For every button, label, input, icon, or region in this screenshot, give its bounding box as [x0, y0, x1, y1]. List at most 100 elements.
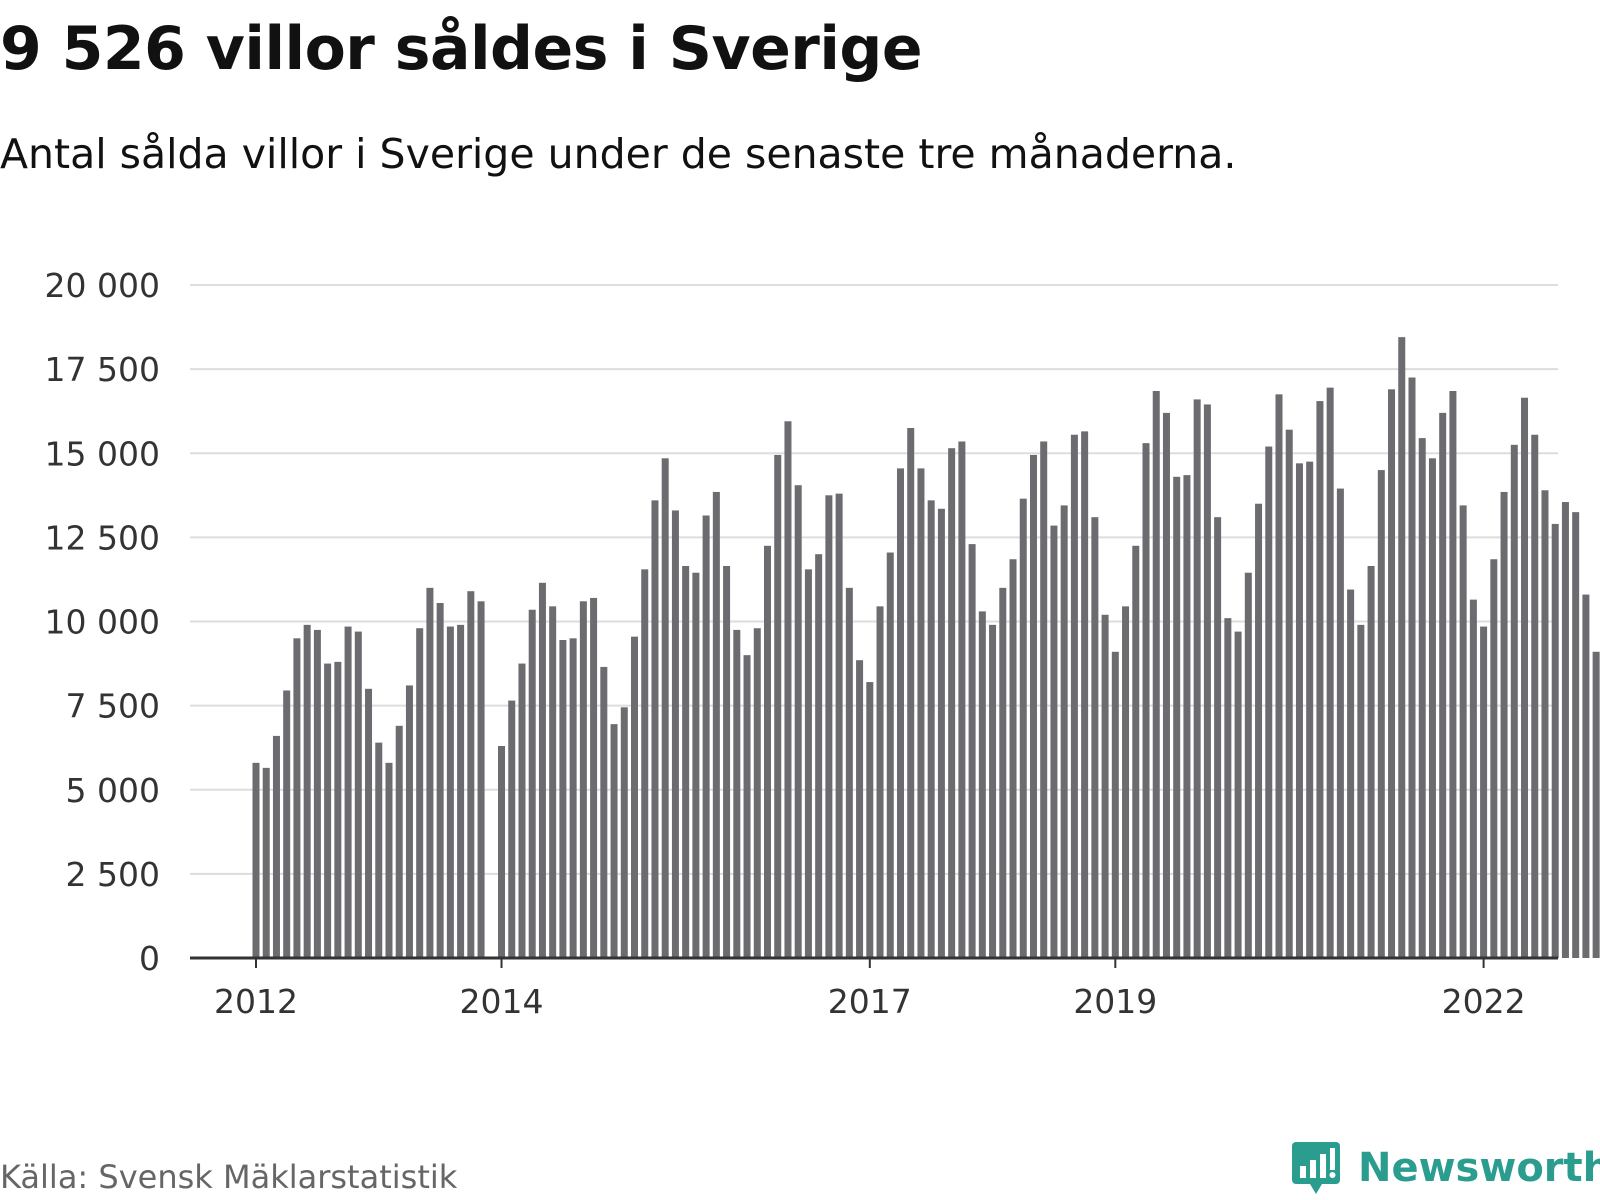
y-tick-label: 7 500 [66, 687, 160, 726]
bar [815, 554, 823, 958]
bar [1060, 505, 1068, 958]
bar [272, 735, 280, 958]
bar [712, 491, 720, 958]
bar [436, 602, 444, 958]
bar [631, 636, 639, 958]
bar [1500, 491, 1508, 958]
bar [313, 629, 321, 958]
bar [385, 762, 393, 958]
bar [1490, 559, 1498, 958]
bar [1193, 399, 1201, 958]
bar [692, 572, 700, 958]
bar [252, 762, 260, 958]
bar [1357, 624, 1365, 958]
bar [600, 666, 608, 958]
bar [446, 626, 454, 958]
bar [927, 500, 935, 958]
x-tick-label: 2012 [214, 982, 298, 1021]
bar [1040, 441, 1048, 958]
bar [723, 565, 731, 958]
bar [1561, 502, 1569, 958]
chart-title: 9 526 villor såldes i Sverige [0, 14, 923, 84]
bar [1081, 431, 1089, 958]
y-tick-label: 5 000 [66, 771, 160, 810]
bar [682, 565, 690, 958]
bar [1521, 397, 1529, 958]
y-tick-label: 20 000 [45, 266, 160, 305]
bars [252, 337, 1600, 959]
bar [937, 508, 945, 958]
bar [426, 587, 434, 958]
bar [293, 638, 301, 958]
bar [508, 700, 516, 958]
y-tick-label: 10 000 [45, 603, 160, 642]
y-tick-label: 0 [139, 939, 160, 978]
bar [1582, 594, 1590, 958]
bar [477, 601, 485, 958]
bar [1541, 490, 1549, 958]
bar [1091, 517, 1099, 958]
bar [733, 629, 741, 958]
bar [1428, 458, 1436, 958]
bar [1009, 559, 1017, 958]
bar [999, 587, 1007, 958]
bar [907, 428, 915, 958]
bar [1367, 565, 1375, 958]
bar [590, 597, 598, 958]
bar [1111, 651, 1119, 958]
bar [262, 767, 270, 958]
bar [1439, 412, 1447, 958]
x-tick-label: 2019 [1073, 982, 1157, 1021]
bar [958, 441, 966, 958]
y-tick-label: 15 000 [45, 434, 160, 473]
bar [518, 663, 526, 958]
bar [1592, 651, 1600, 958]
bar [1132, 545, 1140, 958]
bar [344, 626, 352, 958]
brand-name: Newsworthy [1358, 1145, 1600, 1191]
brand: Newsworthy [1290, 1140, 1600, 1196]
bar [498, 746, 506, 958]
bar [794, 485, 802, 958]
bar [968, 544, 976, 958]
bar [1347, 589, 1355, 958]
newsworthy-logo-icon [1292, 1142, 1340, 1194]
bar [825, 495, 833, 958]
bar [1398, 337, 1406, 959]
bar [1551, 523, 1559, 958]
x-tick-label: 2014 [460, 982, 544, 1021]
bar [579, 601, 587, 958]
source-credit: Källa: Svensk Mäklarstatistik [0, 1158, 458, 1196]
x-tick-label: 2022 [1442, 982, 1526, 1021]
bar [1388, 389, 1396, 958]
bar [620, 707, 628, 958]
bar [538, 582, 546, 958]
chart-subtitle: Antal sålda villor i Sverige under de se… [0, 130, 1237, 178]
bar [651, 500, 659, 958]
bar [405, 685, 413, 958]
bar [1173, 476, 1181, 958]
bar [753, 628, 761, 958]
bar [1377, 470, 1385, 958]
y-tick-label: 12 500 [45, 518, 160, 557]
bar [764, 545, 771, 958]
bar [1162, 412, 1170, 958]
bar [1306, 461, 1314, 958]
bar [1326, 387, 1334, 958]
bar [866, 682, 874, 958]
bar [804, 569, 812, 958]
bar [641, 569, 649, 958]
bar [528, 609, 536, 958]
bar [1275, 394, 1283, 958]
bar [1203, 404, 1211, 958]
bar [324, 663, 332, 958]
bar [671, 510, 679, 958]
bar [1449, 390, 1457, 958]
bar [661, 458, 669, 958]
bar [467, 591, 475, 958]
bar [375, 742, 383, 958]
y-tick-label: 2 500 [66, 855, 160, 894]
y-tick-label: 17 500 [45, 350, 160, 389]
bar [1316, 401, 1324, 958]
bar [1244, 572, 1252, 958]
